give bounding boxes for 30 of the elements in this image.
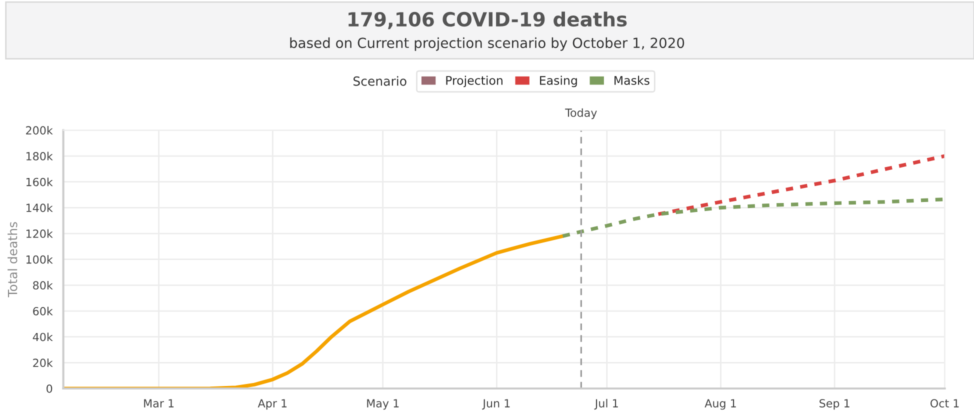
line-series xyxy=(561,197,945,238)
x-tick-label: Oct 1 xyxy=(930,399,959,408)
legend-label: Easing xyxy=(540,76,577,88)
y-tick-label: 100k xyxy=(26,255,53,264)
y-tick-label: 160k xyxy=(26,178,53,186)
ref-line-label: Today xyxy=(565,108,597,120)
x-tick-label: Apr 1 xyxy=(258,399,287,410)
x-tick-label: Mar 1 xyxy=(144,399,174,408)
y-tick-label: 120k xyxy=(26,229,53,238)
y-tick-label: 0 xyxy=(46,384,52,393)
x-tick-label: Sep 1 xyxy=(820,399,850,410)
y-tick-label: 80k xyxy=(33,280,53,290)
x-tick-label: May 1 xyxy=(367,399,399,410)
chart-subtitle: based on Current projection scenario by October 1, 2020 xyxy=(290,37,684,51)
y-axis-title: Total deaths xyxy=(8,222,18,298)
x-tick-label: Jun 1 xyxy=(482,399,510,410)
legend-label: Masks xyxy=(614,76,650,85)
legend-label: Projection xyxy=(446,76,502,88)
chart-title: 179,106 COVID-19 deaths xyxy=(348,12,627,30)
x-tick-label: Aug 1 xyxy=(704,399,736,410)
y-tick-label: 200k xyxy=(26,126,53,135)
y-tick-label: 140k xyxy=(26,203,53,212)
x-tick-label: Jul 1 xyxy=(594,398,618,410)
line-series xyxy=(656,154,945,216)
y-tick-label: 40k xyxy=(32,332,53,342)
y-tick-label: 60k xyxy=(33,306,53,316)
legend-title: Scenario xyxy=(354,76,406,86)
y-tick-label: 180k xyxy=(26,152,53,160)
line-series xyxy=(63,234,565,388)
y-tick-label: 20k xyxy=(33,358,53,368)
